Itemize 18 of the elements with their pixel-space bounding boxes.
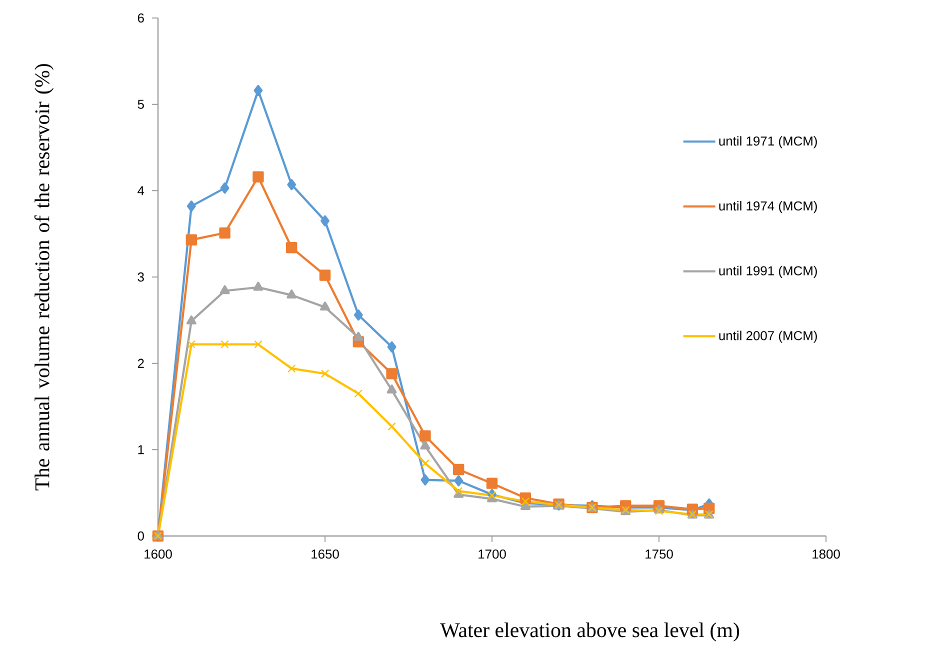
y-tick-label: 2 <box>138 358 144 368</box>
x-tick-label: 1750 <box>646 550 673 559</box>
y-tick-label: 5 <box>138 100 144 109</box>
x-tick-label: 1600 <box>144 550 172 559</box>
legend-label: until 1971 (MCM) <box>719 136 817 148</box>
x-tick-label: 1700 <box>478 550 506 559</box>
y-tick-label: 0 <box>138 531 144 541</box>
y-tick-label: 3 <box>138 272 144 282</box>
x-tick-label: 1650 <box>312 550 339 559</box>
y-tick-label: 4 <box>138 186 144 196</box>
legend-label: until 1991 (MCM) <box>719 266 817 278</box>
y-tick-label: 1 <box>138 445 144 454</box>
y-tick-label: 6 <box>138 13 144 23</box>
x-tick-label: 1800 <box>812 550 840 559</box>
x-axis-title: Water elevation above sea level (m) <box>440 622 740 642</box>
y-axis-title: The annual volume reduction of the reservoir (%) <box>34 64 54 490</box>
legend-label: until 2007 (MCM) <box>719 330 817 343</box>
legend-label: until 1974 (MCM) <box>719 201 817 214</box>
